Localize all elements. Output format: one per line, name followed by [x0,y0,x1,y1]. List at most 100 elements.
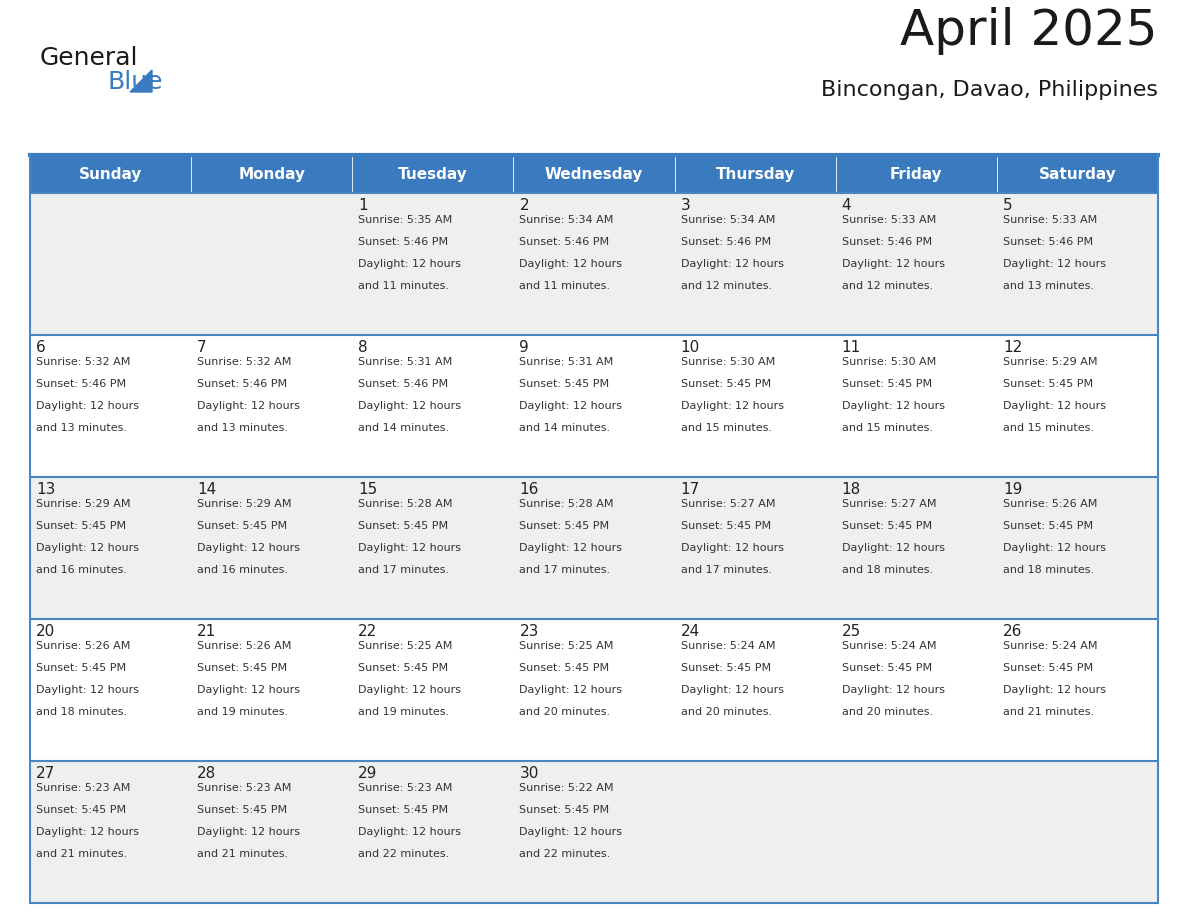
Text: Sunrise: 5:32 AM: Sunrise: 5:32 AM [197,357,291,367]
Text: Daylight: 12 hours: Daylight: 12 hours [36,401,139,411]
Text: and 17 minutes.: and 17 minutes. [359,565,449,575]
Text: 16: 16 [519,482,539,497]
Text: Sunset: 5:45 PM: Sunset: 5:45 PM [519,379,609,389]
Text: 23: 23 [519,624,539,639]
Text: Daylight: 12 hours: Daylight: 12 hours [842,401,944,411]
Bar [353,335,513,477]
Bar [513,761,675,903]
Bar [191,619,353,761]
Text: Daylight: 12 hours: Daylight: 12 hours [681,401,784,411]
Text: Sunset: 5:45 PM: Sunset: 5:45 PM [681,521,771,531]
Text: Daylight: 12 hours: Daylight: 12 hours [842,685,944,695]
Bar [30,761,191,903]
Text: Daylight: 12 hours: Daylight: 12 hours [197,685,301,695]
Text: Sunrise: 5:28 AM: Sunrise: 5:28 AM [359,499,453,509]
Text: Sunset: 5:46 PM: Sunset: 5:46 PM [1003,237,1093,247]
Text: and 20 minutes.: and 20 minutes. [681,707,772,717]
Text: Daylight: 12 hours: Daylight: 12 hours [842,259,944,269]
Bar [353,193,513,335]
Text: and 18 minutes.: and 18 minutes. [842,565,933,575]
Text: Daylight: 12 hours: Daylight: 12 hours [359,827,461,837]
Bar [997,761,1158,903]
Text: 9: 9 [519,340,529,355]
Text: and 16 minutes.: and 16 minutes. [36,565,127,575]
Text: Sunrise: 5:23 AM: Sunrise: 5:23 AM [197,783,291,793]
Text: and 16 minutes.: and 16 minutes. [197,565,289,575]
Bar [191,193,353,335]
Bar [513,619,675,761]
Bar [191,761,353,903]
Text: 15: 15 [359,482,378,497]
Bar [997,477,1158,619]
Bar [191,477,353,619]
Text: Sunset: 5:46 PM: Sunset: 5:46 PM [36,379,126,389]
Bar [353,761,513,903]
Text: and 11 minutes.: and 11 minutes. [519,281,611,291]
Text: Daylight: 12 hours: Daylight: 12 hours [1003,259,1106,269]
Text: and 21 minutes.: and 21 minutes. [197,849,289,859]
Text: and 12 minutes.: and 12 minutes. [842,281,933,291]
Bar [191,335,353,477]
Text: Sunrise: 5:31 AM: Sunrise: 5:31 AM [359,357,453,367]
Text: and 20 minutes.: and 20 minutes. [842,707,933,717]
Polygon shape [129,70,152,92]
Text: and 15 minutes.: and 15 minutes. [681,423,771,433]
Bar [997,619,1158,761]
Bar [30,335,191,477]
Text: 5: 5 [1003,198,1012,213]
Bar [353,619,513,761]
Text: Sunset: 5:45 PM: Sunset: 5:45 PM [197,663,287,673]
Text: Daylight: 12 hours: Daylight: 12 hours [1003,685,1106,695]
Text: 25: 25 [842,624,861,639]
Text: Sunset: 5:45 PM: Sunset: 5:45 PM [36,805,126,815]
Text: Sunrise: 5:30 AM: Sunrise: 5:30 AM [681,357,775,367]
Text: 26: 26 [1003,624,1022,639]
Text: 12: 12 [1003,340,1022,355]
Text: General: General [40,46,139,70]
Text: 1: 1 [359,198,368,213]
Bar [30,477,191,619]
Text: and 12 minutes.: and 12 minutes. [681,281,772,291]
Text: Sunset: 5:45 PM: Sunset: 5:45 PM [359,521,448,531]
Bar [835,761,997,903]
Text: Daylight: 12 hours: Daylight: 12 hours [842,543,944,553]
Text: 19: 19 [1003,482,1022,497]
Text: Sunrise: 5:34 AM: Sunrise: 5:34 AM [681,215,775,225]
Text: Daylight: 12 hours: Daylight: 12 hours [36,543,139,553]
Text: Wednesday: Wednesday [545,166,643,182]
Text: 2: 2 [519,198,529,213]
Bar [191,155,353,193]
Text: Sunset: 5:45 PM: Sunset: 5:45 PM [681,379,771,389]
Text: Sunrise: 5:25 AM: Sunrise: 5:25 AM [519,641,614,651]
Text: and 18 minutes.: and 18 minutes. [36,707,127,717]
Bar [835,155,997,193]
Text: 7: 7 [197,340,207,355]
Text: Daylight: 12 hours: Daylight: 12 hours [197,827,301,837]
Text: Sunset: 5:45 PM: Sunset: 5:45 PM [36,663,126,673]
Text: Sunrise: 5:35 AM: Sunrise: 5:35 AM [359,215,453,225]
Text: Daylight: 12 hours: Daylight: 12 hours [1003,401,1106,411]
Text: Sunset: 5:45 PM: Sunset: 5:45 PM [519,805,609,815]
Bar [675,761,835,903]
Text: and 17 minutes.: and 17 minutes. [681,565,772,575]
Text: 18: 18 [842,482,861,497]
Text: 20: 20 [36,624,56,639]
Text: Sunset: 5:45 PM: Sunset: 5:45 PM [519,663,609,673]
Text: 21: 21 [197,624,216,639]
Text: April 2025: April 2025 [901,7,1158,55]
Text: Sunrise: 5:27 AM: Sunrise: 5:27 AM [842,499,936,509]
Text: Sunrise: 5:26 AM: Sunrise: 5:26 AM [1003,499,1098,509]
Text: 14: 14 [197,482,216,497]
Text: Thursday: Thursday [715,166,795,182]
Text: and 13 minutes.: and 13 minutes. [36,423,127,433]
Text: Daylight: 12 hours: Daylight: 12 hours [359,685,461,695]
Text: 30: 30 [519,766,539,781]
Bar [675,335,835,477]
Text: Sunrise: 5:22 AM: Sunrise: 5:22 AM [519,783,614,793]
Text: Sunset: 5:45 PM: Sunset: 5:45 PM [197,521,287,531]
Text: Monday: Monday [239,166,305,182]
Text: 4: 4 [842,198,852,213]
Text: 27: 27 [36,766,56,781]
Text: Sunrise: 5:24 AM: Sunrise: 5:24 AM [681,641,775,651]
Text: Sunrise: 5:29 AM: Sunrise: 5:29 AM [197,499,291,509]
